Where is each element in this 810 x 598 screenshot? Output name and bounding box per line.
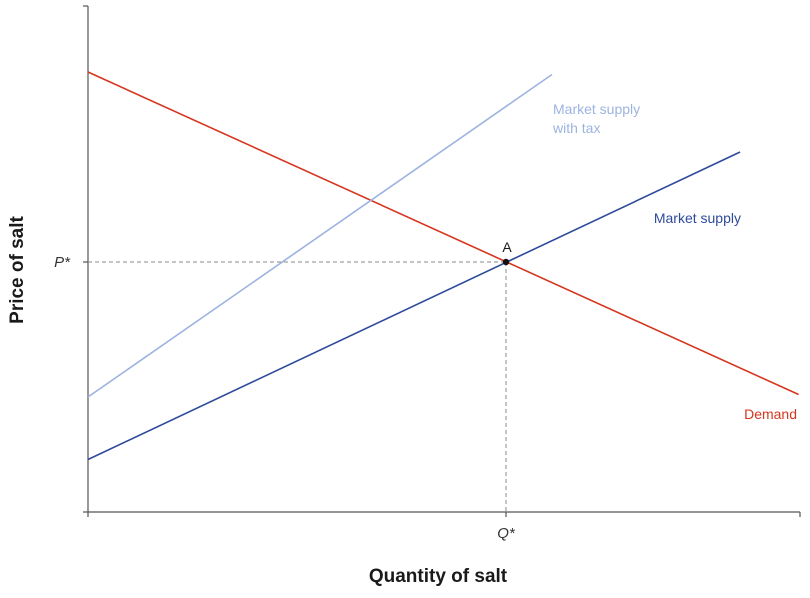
equilibrium-point: [502, 258, 510, 266]
series-label-line: Market supply: [654, 210, 741, 226]
series-label-market-supply-with-tax: Market supply with tax: [552, 101, 640, 136]
y-tick-label: P*: [54, 254, 71, 271]
series-label-line: Demand: [744, 406, 797, 422]
series-label-market-supply: Market supply: [654, 210, 741, 226]
series-line-market-supply: [87, 151, 741, 461]
series-label-line: with tax: [552, 120, 600, 136]
equilibrium-label: A: [502, 239, 512, 255]
x-axis-label: Quantity of salt: [368, 566, 508, 587]
series-label-demand: Demand: [744, 406, 797, 422]
x-tick-label: Q*: [497, 525, 516, 542]
axes: [83, 5, 801, 517]
y-axis-label: Price of salt: [7, 216, 28, 324]
series-line-market-supply-with-tax: [87, 73, 553, 398]
series-line-demand: [87, 71, 799, 396]
series-lines: [87, 71, 799, 461]
series-label-line: Market supply: [553, 101, 640, 117]
reference-lines: [88, 261, 507, 512]
chart-labels: Q* P* Demand Market supply Market supply with…: [54, 101, 797, 542]
